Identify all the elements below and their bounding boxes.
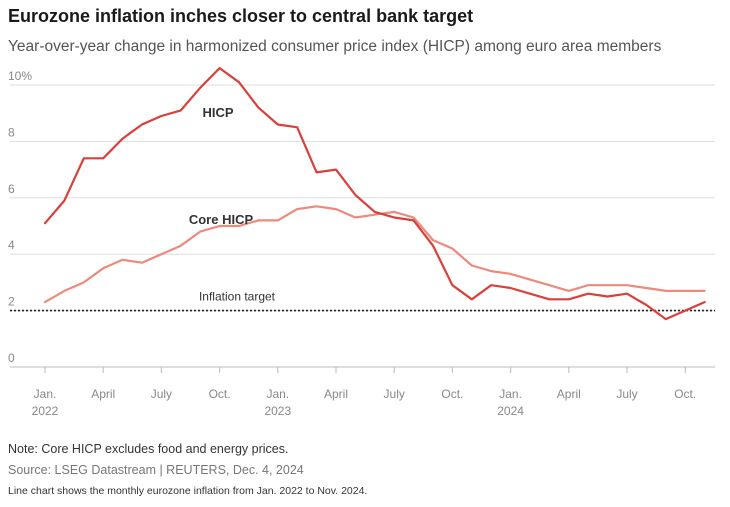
x-tick-label: July	[151, 387, 172, 401]
hicp-series-label: HICP	[202, 105, 233, 120]
x-tick-label: April	[324, 387, 348, 401]
x-tick-label: Oct.	[441, 387, 463, 401]
chart-source: Source: LSEG Datastream | REUTERS, Dec. …	[8, 463, 304, 477]
x-tick-label: July	[384, 387, 405, 401]
chart-subtitle: Year-over-year change in harmonized cons…	[8, 38, 662, 55]
y-tick-label: 6	[8, 182, 15, 196]
y-tick-label: 2	[8, 295, 15, 309]
core-hicp-line	[43, 205, 706, 304]
x-tick-label: Jan.	[266, 387, 289, 401]
x-tick-year-label: 2022	[32, 404, 59, 418]
x-tick-label: Jan.	[34, 387, 57, 401]
chart-description: Line chart shows the monthly eurozone in…	[8, 485, 368, 497]
core-hicp-series-label: Core HICP	[189, 212, 254, 227]
x-axis: Jan. 2022 April July Oct. Jan. 2023 April July Oc…	[10, 366, 715, 418]
x-tick-label: April	[91, 387, 115, 401]
hicp-line	[43, 67, 706, 321]
target-label: Inflation target	[199, 290, 276, 304]
target-layer: Inflation target	[10, 290, 715, 312]
y-tick-label: 0	[8, 351, 15, 365]
series-labels: HICP Core HICP	[189, 105, 254, 227]
y-tick-label: 10%	[8, 69, 32, 83]
grid-layer: 10% 8 6 4 2 0	[8, 69, 715, 365]
y-tick-label: 8	[8, 125, 15, 139]
x-tick-year-label: 2024	[497, 404, 524, 418]
x-tick-label: Oct.	[674, 387, 696, 401]
x-tick-year-label: 2023	[264, 404, 291, 418]
chart-note: Note: Core HICP excludes food and energy…	[8, 442, 289, 456]
y-tick-label: 4	[8, 238, 15, 252]
series-layer	[43, 67, 706, 321]
x-tick-label: April	[557, 387, 581, 401]
x-tick-label: July	[616, 387, 637, 401]
x-tick-label: Jan.	[499, 387, 522, 401]
x-tick-label: Oct.	[209, 387, 231, 401]
chart-title: Eurozone inflation inches closer to cent…	[8, 6, 474, 26]
